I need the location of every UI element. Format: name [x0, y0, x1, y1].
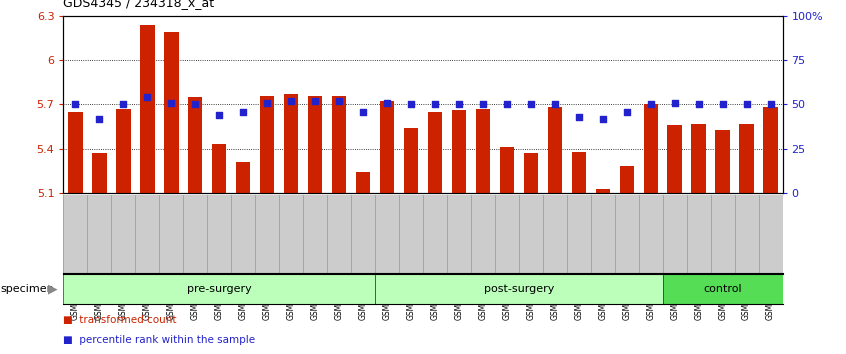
Bar: [69, 112, 83, 193]
Bar: [572, 152, 586, 193]
Bar: [116, 109, 130, 193]
Point: [644, 102, 657, 107]
Point: [524, 102, 537, 107]
Text: post-surgery: post-surgery: [484, 284, 554, 295]
Point: [739, 102, 753, 107]
Bar: [452, 110, 466, 193]
Bar: [691, 124, 706, 193]
Bar: [644, 104, 658, 193]
Point: [261, 100, 274, 105]
Point: [284, 98, 298, 104]
Bar: [524, 153, 538, 193]
Bar: [667, 125, 682, 193]
Point: [500, 102, 514, 107]
Point: [332, 98, 346, 104]
Bar: [356, 172, 371, 193]
Point: [236, 109, 250, 114]
Bar: [188, 97, 202, 193]
Point: [212, 112, 226, 118]
Point: [92, 116, 106, 121]
Text: pre-surgery: pre-surgery: [187, 284, 251, 295]
Bar: [260, 96, 274, 193]
Bar: [308, 96, 322, 193]
Bar: [92, 153, 107, 193]
Point: [189, 102, 202, 107]
Point: [572, 114, 585, 120]
Point: [117, 102, 130, 107]
Bar: [500, 147, 514, 193]
Bar: [763, 107, 777, 193]
Bar: [140, 25, 155, 193]
Point: [476, 102, 490, 107]
Bar: [716, 130, 730, 193]
Point: [308, 98, 321, 104]
Point: [69, 102, 82, 107]
Bar: [662, 274, 783, 304]
Bar: [547, 107, 562, 193]
Text: ■  percentile rank within the sample: ■ percentile rank within the sample: [63, 335, 255, 344]
Bar: [428, 112, 442, 193]
Bar: [236, 162, 250, 193]
Point: [596, 116, 609, 121]
Bar: [332, 96, 346, 193]
Point: [716, 102, 729, 107]
Bar: [164, 32, 179, 193]
Point: [452, 102, 465, 107]
Bar: [619, 166, 634, 193]
Text: ■  transformed count: ■ transformed count: [63, 315, 177, 325]
Point: [356, 109, 370, 114]
Bar: [380, 102, 394, 193]
Point: [428, 102, 442, 107]
Text: control: control: [703, 284, 742, 295]
Point: [764, 102, 777, 107]
Point: [140, 95, 154, 100]
Bar: [63, 274, 375, 304]
Point: [620, 109, 634, 114]
Bar: [475, 109, 490, 193]
Text: specimen: specimen: [1, 284, 55, 295]
Point: [692, 102, 706, 107]
Bar: [404, 128, 418, 193]
Point: [380, 100, 393, 105]
Text: ▶: ▶: [48, 283, 58, 296]
Bar: [375, 274, 662, 304]
Point: [164, 100, 178, 105]
Point: [404, 102, 418, 107]
Bar: [739, 124, 754, 193]
Bar: [284, 94, 299, 193]
Point: [667, 100, 681, 105]
Bar: [212, 144, 227, 193]
Point: [548, 102, 562, 107]
Bar: [596, 188, 610, 193]
Text: GDS4345 / 234318_x_at: GDS4345 / 234318_x_at: [63, 0, 215, 9]
